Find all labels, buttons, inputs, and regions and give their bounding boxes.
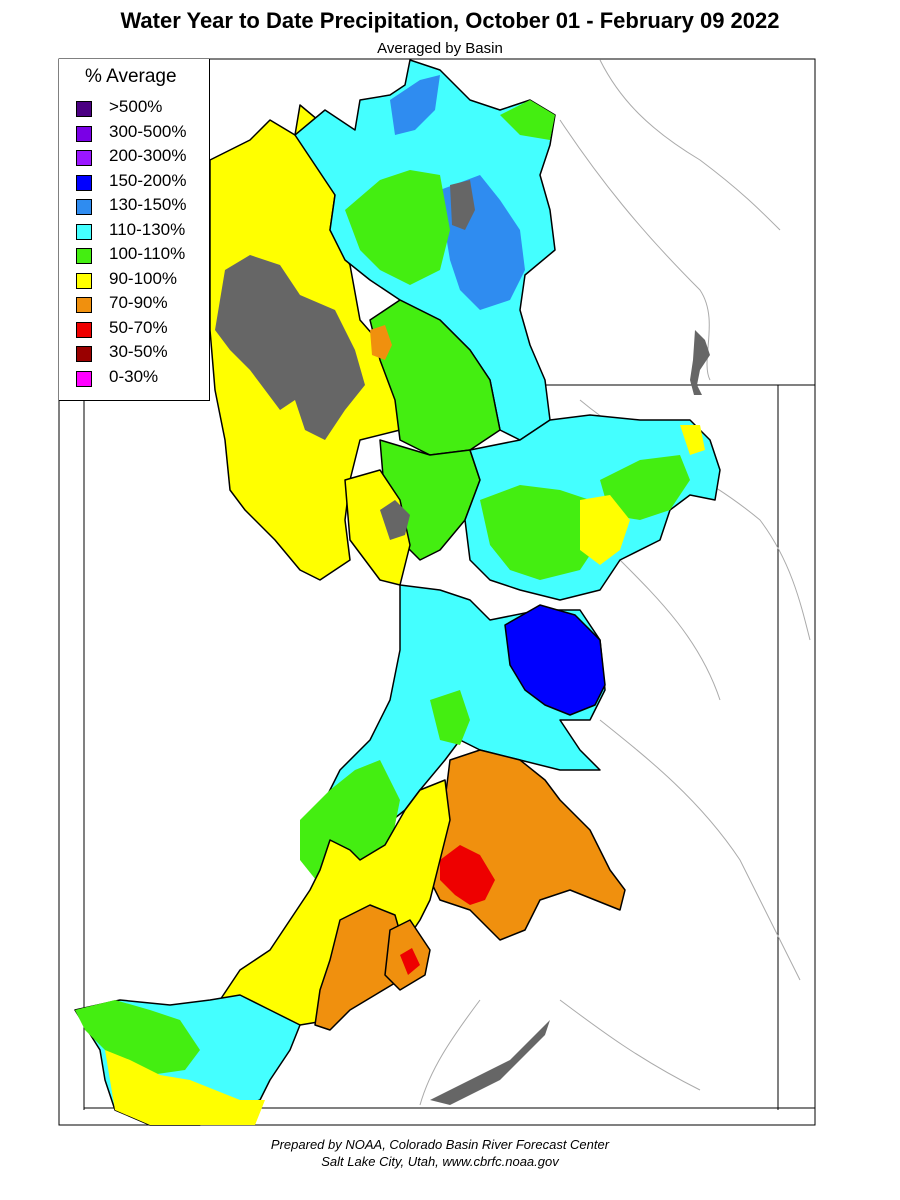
legend-swatch (76, 150, 92, 166)
legend-label: >500% (109, 97, 163, 116)
legend: % Average >500% 300-500% 200-300% 150-200% 1… (59, 59, 210, 401)
basin-virgin-yellow (105, 1050, 265, 1125)
basin-duchesne-green-2 (600, 455, 690, 520)
reservoir-east (690, 330, 710, 395)
basin-weber (369, 299, 501, 456)
no-data-great-salt-lake (215, 255, 365, 440)
legend-swatch (76, 248, 92, 264)
legend-label: 0-30% (109, 366, 159, 386)
legend-swatch (76, 125, 92, 142)
basin-upper-green-green-2 (500, 100, 555, 140)
legend-label: 110-130% (109, 219, 186, 239)
basin-duchesne-green (480, 485, 600, 580)
legend-label: 70-90% (109, 293, 168, 312)
legend-label: 50-70% (109, 317, 168, 337)
basin-escalante (429, 749, 626, 941)
legend-label: 150-200% (109, 170, 187, 190)
basin-lower-green-blue (504, 604, 606, 716)
basin-duchesne-yellow-2 (680, 425, 705, 455)
basin-upper-green-green (345, 170, 450, 285)
footer-location: Salt Lake City, Utah, www.cbrfc.noaa.gov (321, 1154, 559, 1169)
legend-swatch (76, 370, 92, 387)
basin-virgin-green (75, 1000, 200, 1075)
basin-sevier-red (400, 948, 420, 975)
map-subtitle: Averaged by Basin (377, 40, 503, 57)
legend-swatch (76, 223, 92, 240)
orange-patch-north (370, 325, 392, 360)
map-title: Water Year to Date Precipitation, Octobe… (120, 8, 780, 33)
footer-credit: Prepared by NOAA, Colorado Basin River F… (270, 1137, 610, 1152)
legend-swatch (76, 272, 92, 289)
legend-label: 90-100% (109, 268, 178, 288)
legend-swatch (76, 199, 92, 215)
legend-swatch (76, 321, 92, 338)
basin-polygons (74, 59, 721, 1126)
legend-label: 300-500% (109, 121, 187, 141)
legend-swatch (76, 101, 92, 117)
legend-label: 30-50% (109, 342, 168, 361)
legend-swatch (76, 174, 92, 191)
basin-sevier-orange (314, 904, 406, 1031)
legend-title: % Average (85, 66, 177, 87)
basin-duchesne-yellow (580, 495, 630, 565)
map-border (58, 58, 816, 1126)
no-data-flaming-gorge (450, 180, 475, 230)
basin-upper-green-blue-2 (390, 75, 440, 135)
legend-label: 100-110% (109, 244, 186, 263)
lake-powell (430, 1020, 550, 1105)
no-data-utah-lake (380, 500, 410, 540)
basin-escalante-red (440, 845, 495, 905)
legend-label: 130-150% (109, 195, 187, 214)
legend-label: 200-300% (109, 146, 187, 165)
legend-swatch (76, 346, 92, 362)
basin-price-green-2 (430, 690, 470, 745)
legend-swatch (76, 297, 92, 313)
